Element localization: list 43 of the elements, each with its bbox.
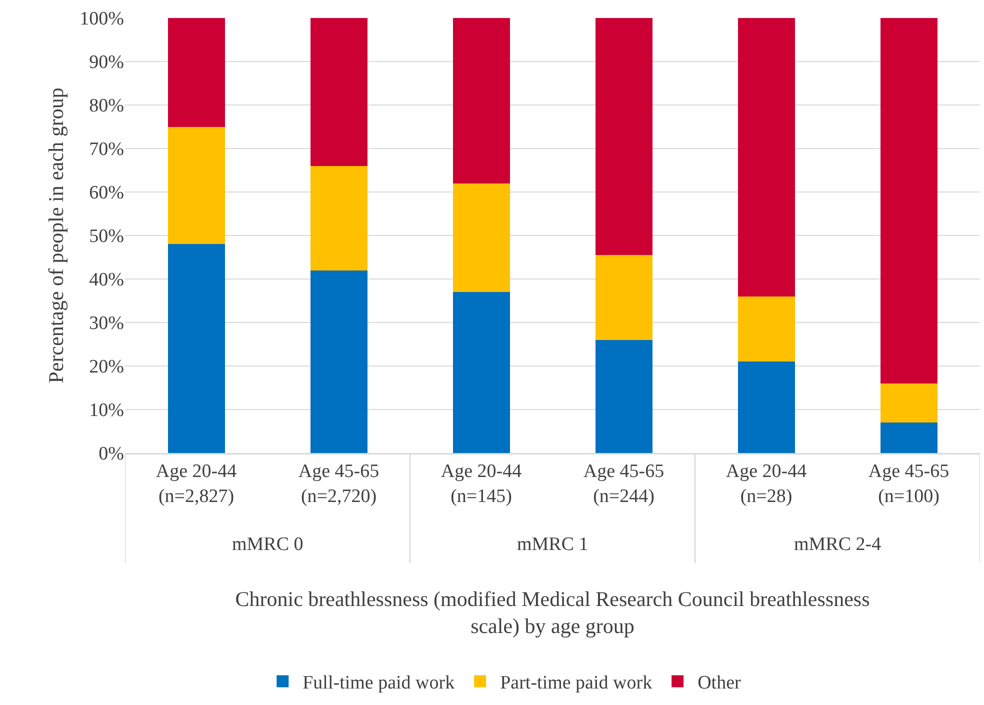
x-tick-label: Age 45-65 (n=100) (868, 461, 950, 507)
text: mMRC 1 (517, 534, 588, 555)
y-tick-label: 100% (80, 8, 124, 30)
y-tick-label: 70% (89, 139, 124, 160)
bar (738, 296, 795, 362)
text: mMRC 2-4 (794, 534, 882, 555)
y-tick-label: 50% (89, 226, 124, 248)
bar (452, 183, 510, 292)
bar (880, 18, 938, 384)
y-tick-label: 20% (89, 356, 124, 378)
bar (168, 126, 225, 244)
bar (168, 244, 225, 453)
y-tick-label: 60% (89, 182, 124, 204)
legend-label: Part-time paid work (500, 672, 653, 694)
text: mMRC 0 (232, 534, 304, 555)
x-tick-label: Age 20-44 (n=28) (726, 461, 808, 507)
bar (310, 18, 368, 166)
x-tick-label: Age 20-44 (n=145) (440, 461, 522, 507)
bar (880, 383, 938, 423)
y-axis-title: Percentage of people in each group (44, 88, 68, 384)
x-tick-label: Age 45-65 (n=244) (583, 461, 664, 507)
x-tick-label: Age 20-44 (n=2,827) (156, 461, 238, 507)
bar (595, 255, 652, 340)
y-tick-label: 90% (89, 52, 124, 74)
y-tick-label: 80% (89, 96, 124, 117)
bar (168, 18, 225, 127)
y-tick-label: 10% (89, 400, 124, 422)
bar (310, 270, 368, 453)
bar (595, 18, 652, 256)
bar (880, 422, 938, 453)
bar (452, 292, 510, 453)
bar (738, 18, 795, 296)
x-tick-label: Age 45-65 (n=2,720) (298, 461, 380, 507)
y-tick-label: 0% (98, 444, 124, 465)
legend-label: Full-time paid work (302, 672, 456, 694)
x-axis-title: Chronic breathlessness (modified Medical Research Council breathlessness scale) by age group (235, 586, 870, 638)
y-tick-label: 40% (89, 270, 124, 291)
bar (452, 18, 510, 184)
bar (595, 340, 652, 453)
y-tick-label: 30% (89, 313, 124, 334)
bar (310, 166, 368, 270)
bar (738, 362, 795, 453)
legend-label: Other (698, 672, 742, 694)
